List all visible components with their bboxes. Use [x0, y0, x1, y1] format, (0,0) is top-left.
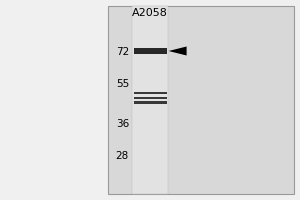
Polygon shape	[169, 46, 187, 55]
Text: 36: 36	[116, 119, 129, 129]
Bar	[108, 6, 294, 194]
Bar	[134, 101, 166, 104]
Bar	[134, 92, 166, 94]
Bar	[134, 97, 166, 99]
Text: 28: 28	[116, 151, 129, 161]
Bar	[132, 6, 168, 194]
Text: 55: 55	[116, 79, 129, 89]
Bar	[134, 48, 166, 53]
Text: 72: 72	[116, 47, 129, 57]
Text: A2058: A2058	[132, 8, 168, 18]
